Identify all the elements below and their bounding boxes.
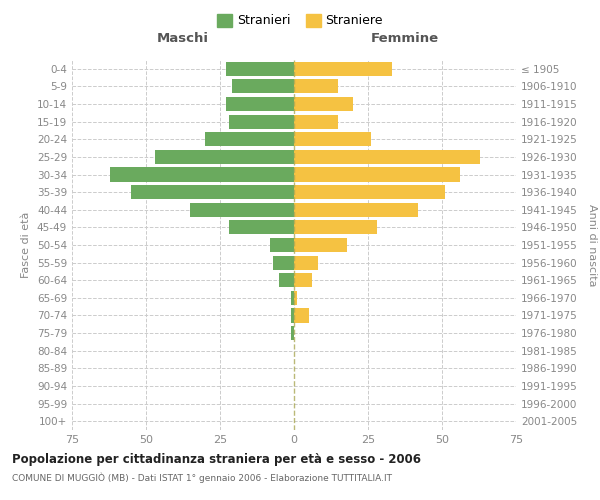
Text: Femmine: Femmine (371, 32, 439, 45)
Bar (229, 114, 294, 128)
Bar (294, 308, 309, 322)
Bar (110, 168, 294, 181)
Bar (294, 273, 312, 287)
Bar (273, 256, 294, 270)
Bar (226, 62, 294, 76)
Bar (294, 114, 338, 128)
Bar (131, 185, 294, 199)
Text: Popolazione per cittadinanza straniera per età e sesso - 2006: Popolazione per cittadinanza straniera p… (12, 452, 421, 466)
Bar (294, 168, 460, 181)
Y-axis label: Fasce di età: Fasce di età (22, 212, 31, 278)
Legend: Stranieri, Straniere: Stranieri, Straniere (212, 8, 388, 32)
Bar (294, 185, 445, 199)
Bar (229, 220, 294, 234)
Bar (294, 202, 418, 217)
Bar (294, 132, 371, 146)
Bar (294, 256, 317, 270)
Bar (294, 220, 377, 234)
Bar (226, 97, 294, 111)
Text: COMUNE DI MUGGIÒ (MB) - Dati ISTAT 1° gennaio 2006 - Elaborazione TUTTITALIA.IT: COMUNE DI MUGGIÒ (MB) - Dati ISTAT 1° ge… (12, 472, 392, 483)
Bar (294, 150, 481, 164)
Text: Maschi: Maschi (157, 32, 209, 45)
Bar (294, 80, 338, 94)
Bar (190, 202, 294, 217)
Bar (294, 62, 392, 76)
Y-axis label: Anni di nascita: Anni di nascita (587, 204, 597, 286)
Bar (205, 132, 294, 146)
Bar (294, 291, 297, 305)
Bar (291, 308, 294, 322)
Bar (294, 97, 353, 111)
Bar (294, 238, 347, 252)
Bar (291, 291, 294, 305)
Bar (279, 273, 294, 287)
Bar (232, 80, 294, 94)
Bar (271, 238, 294, 252)
Bar (155, 150, 294, 164)
Bar (291, 326, 294, 340)
